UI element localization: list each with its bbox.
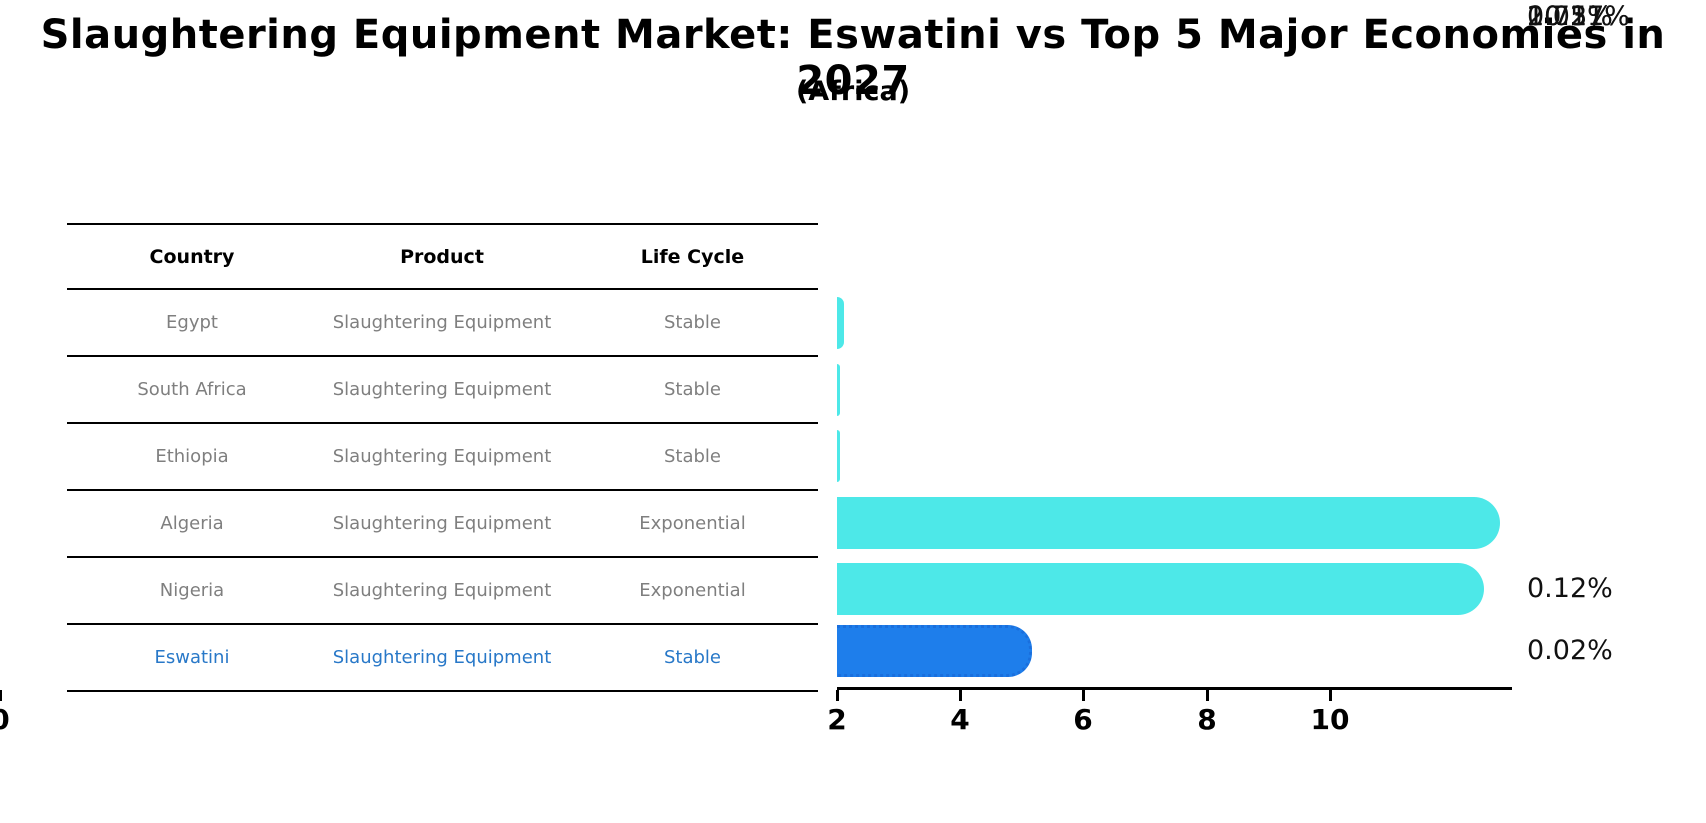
value-label-ethiopia: 0.05%	[1527, 1, 1613, 32]
cell-life-cycle: Stable	[663, 312, 721, 333]
tick-label: 2	[827, 703, 847, 736]
value-label-eswatini: 2.72%	[1527, 1, 1613, 32]
tick-label: 10	[1310, 703, 1350, 736]
table-row: Ethiopia Slaughtering Equipment Stable	[67, 424, 818, 491]
value-label-nigeria: 10.11%	[1527, 1, 1630, 32]
bar-algeria	[837, 497, 1500, 549]
tick-mark	[1206, 690, 1209, 701]
tick-label: 4	[950, 703, 970, 736]
cell-life-cycle: Stable	[663, 379, 721, 400]
column-header-country: Country	[149, 245, 235, 268]
value-label-algeria: 10.37%	[1527, 1, 1630, 32]
data-table: Country Product Life Cycle Egypt Slaught…	[67, 223, 818, 692]
cell-product: Slaughtering Equipment	[332, 580, 552, 601]
table-row-highlighted: Eswatini Slaughtering Equipment Stable	[67, 625, 818, 692]
cell-country: Egypt	[166, 312, 218, 333]
table-header-row: Country Product Life Cycle	[67, 225, 818, 290]
cell-life-cycle: Stable	[663, 446, 721, 467]
cell-product: Slaughtering Equipment	[332, 647, 552, 668]
column-header-product: Product	[400, 245, 484, 268]
bar-ethiopia	[837, 430, 841, 482]
tick-mark	[1082, 690, 1085, 701]
bar-egypt	[837, 297, 845, 349]
cell-country: Eswatini	[154, 647, 230, 668]
cell-life-cycle: Exponential	[639, 513, 746, 534]
bar-south-africa	[837, 364, 840, 416]
cell-country: Algeria	[160, 513, 224, 534]
cell-life-cycle: Stable	[663, 647, 721, 668]
cell-life-cycle: Exponential	[639, 580, 746, 601]
column-header-life-cycle: Life Cycle	[640, 245, 745, 268]
chart-title: Slaughtering Equipment Market: Eswatini …	[40, 12, 1666, 104]
table-row: South Africa Slaughtering Equipment Stab…	[67, 357, 818, 424]
bar-nigeria	[837, 563, 1484, 615]
x-axis-line	[837, 687, 1512, 690]
value-label-egypt: 0.12%	[1527, 573, 1613, 604]
tick-label: 0	[0, 703, 40, 736]
tick-label: 8	[1197, 703, 1217, 736]
table-row: Egypt Slaughtering Equipment Stable	[67, 290, 818, 357]
cell-country: South Africa	[137, 379, 247, 400]
tick-mark	[959, 690, 962, 701]
value-label-south-africa: 0.02%	[1527, 635, 1613, 666]
cell-country: Ethiopia	[155, 446, 229, 467]
tick-mark	[0, 690, 2, 701]
chart-subtitle: (Africa)	[795, 76, 911, 107]
bar-eswatini-highlighted	[837, 625, 1032, 677]
cell-product: Slaughtering Equipment	[332, 513, 552, 534]
cell-product: Slaughtering Equipment	[332, 446, 552, 467]
tick-mark	[836, 690, 839, 701]
cell-product: Slaughtering Equipment	[332, 312, 552, 333]
tick-mark	[1329, 690, 1332, 701]
tick-label: 6	[1073, 703, 1093, 736]
table-row: Nigeria Slaughtering Equipment Exponenti…	[67, 558, 818, 625]
table-row: Algeria Slaughtering Equipment Exponenti…	[67, 491, 818, 558]
cell-product: Slaughtering Equipment	[332, 379, 552, 400]
cell-country: Nigeria	[159, 580, 225, 601]
